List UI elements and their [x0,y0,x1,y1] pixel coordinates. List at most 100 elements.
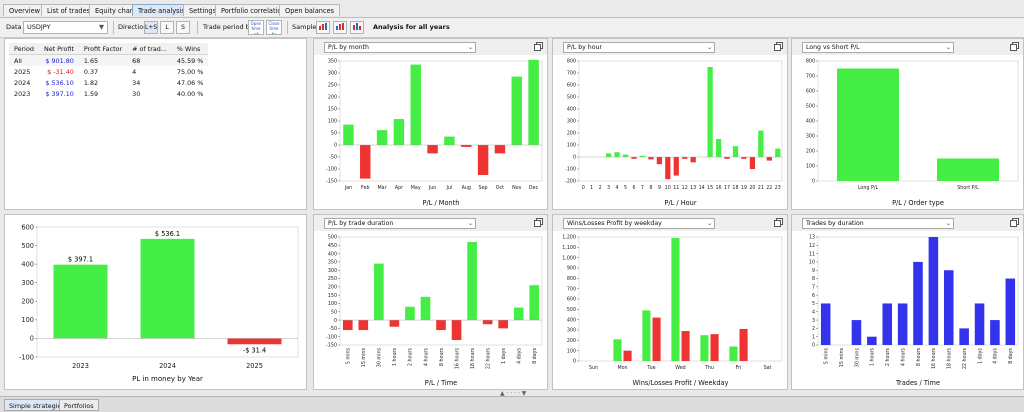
bar-15[interactable] [707,67,713,157]
bar-16-hours[interactable] [928,237,939,345]
bar-15-mins[interactable] [358,320,369,331]
bar-jan[interactable] [343,124,354,145]
bar-tue-losses[interactable] [652,317,661,361]
chart-type-select[interactable]: Trades by duration ⌄ [802,218,954,229]
copy-icon[interactable] [1010,42,1019,51]
bar-13[interactable] [690,157,696,163]
table-row[interactable]: 2023 $ 397.10 1.59 30 40.00 % [9,88,208,99]
bar-1-days[interactable] [498,320,508,329]
bar-8[interactable] [648,157,654,160]
copy-icon[interactable] [1010,218,1019,227]
direction-long-short-button[interactable]: L+S [144,21,158,34]
bar-5[interactable] [622,154,629,157]
column-header-net-profit[interactable]: Net Profit [38,43,79,55]
bar-22[interactable] [766,157,772,161]
bar-thu-losses[interactable] [710,334,719,361]
data-select[interactable]: USDJPY ▼ [23,21,108,34]
bar-7[interactable] [639,155,646,157]
tab-overview[interactable]: Overview [3,4,47,16]
bar-thu-wins[interactable] [700,335,709,361]
tab-list-of-trades[interactable]: List of trades [41,4,97,16]
bar-may[interactable] [410,64,421,145]
table-row[interactable]: 2025 $ -31.40 0.37 4 75.00 % [9,66,208,77]
bar-16[interactable] [715,139,722,157]
bar-2-hours[interactable] [882,303,892,345]
bar-wed-losses[interactable] [681,331,690,361]
bar-8-hours[interactable] [913,261,923,345]
bar-jun[interactable] [427,145,438,154]
bar-2023[interactable] [53,264,108,339]
bar-4-days[interactable] [990,320,1000,345]
copy-icon[interactable] [534,218,543,227]
bar-8-days[interactable] [529,285,540,321]
bar-8-days[interactable] [1005,278,1016,345]
bar-4[interactable] [614,152,620,157]
bar-19[interactable] [741,157,747,159]
bar-22-hours[interactable] [482,320,493,325]
close-time-button[interactable]: Close time ← [266,20,282,37]
tab-open-balances[interactable]: Open balances [279,4,341,16]
column-header-period[interactable]: Period [9,43,39,55]
bar-23[interactable] [775,148,781,157]
table-row[interactable]: All $ 901.80 1.65 68 45.59 % [9,54,209,66]
chart-type-select[interactable]: P/L by trade duration ⌄ [324,218,476,229]
bar-nov[interactable] [511,76,522,145]
bar-8-hours[interactable] [436,320,446,331]
bar-mon-wins[interactable] [613,339,622,361]
bar-12[interactable] [682,157,688,159]
bar-apr[interactable] [393,119,405,145]
bar-1-days[interactable] [974,303,985,345]
copy-icon[interactable] [774,218,783,227]
bar-dec[interactable] [528,59,539,145]
chart-type-select[interactable]: P/L by hour ⌄ [563,42,715,53]
bar-long-p-l[interactable] [837,68,899,182]
bar-4-hours[interactable] [420,296,431,321]
bar-4-hours[interactable] [897,303,908,345]
bar-2-hours[interactable] [405,306,415,321]
bar-wed-wins[interactable] [671,238,680,361]
direction-short-button[interactable]: S [176,21,190,34]
direction-long-button[interactable]: L [160,21,174,34]
bar-aug[interactable] [461,145,472,147]
bar-feb[interactable] [360,145,371,179]
bar-6[interactable] [631,157,637,159]
open-time-button[interactable]: Open time → [248,20,264,37]
sample-out-of-sample-icon[interactable] [333,21,347,34]
chart-type-select[interactable]: Long vs Short P/L ⌄ [802,42,954,53]
bar-18-hours[interactable] [467,241,477,321]
sample-full-icon[interactable] [350,21,364,34]
tab-portfolios[interactable]: Portfolios [59,399,99,411]
column-header-profit-factor[interactable]: Profit Factor [78,43,128,55]
bar-2025[interactable] [227,338,282,345]
bar-5-mins[interactable] [342,320,353,331]
bar-9[interactable] [656,157,662,165]
bar-16-hours[interactable] [451,320,462,341]
copy-icon[interactable] [534,42,543,51]
bar-5-mins[interactable] [820,303,831,345]
bar-30-mins[interactable] [374,263,384,321]
bar-tue-wins[interactable] [642,310,651,361]
bar-fri-wins[interactable] [729,346,738,361]
column-header-wins[interactable]: % Wins [171,43,209,55]
bar-jul[interactable] [444,136,455,145]
bar-17[interactable] [724,157,730,159]
sample-in-sample-icon[interactable] [316,21,330,34]
bar-1-hours[interactable] [867,336,877,345]
bar-short-p-l[interactable] [937,158,999,182]
bar-10[interactable] [665,157,671,180]
bar-oct[interactable] [494,145,506,154]
column-header-trades[interactable]: # of trad... [127,43,172,55]
bar-3[interactable] [605,153,612,157]
bar-11[interactable] [673,157,679,176]
bar-22-hours[interactable] [959,328,969,345]
chart-type-select[interactable]: P/L by month ⌄ [324,42,476,53]
bar-20[interactable] [749,157,756,169]
chart-type-select[interactable]: Wins/Losses Profit by weekday ⌄ [563,218,715,229]
bar-mon-losses[interactable] [623,350,632,361]
bar-fri-losses[interactable] [739,328,748,361]
table-row[interactable]: 2024 $ 536.10 1.82 34 47.06 % [9,77,208,88]
bar-1-hours[interactable] [389,320,400,327]
bar-18-hours[interactable] [944,270,954,345]
bar-30-mins[interactable] [851,320,862,345]
bar-mar[interactable] [376,130,388,145]
